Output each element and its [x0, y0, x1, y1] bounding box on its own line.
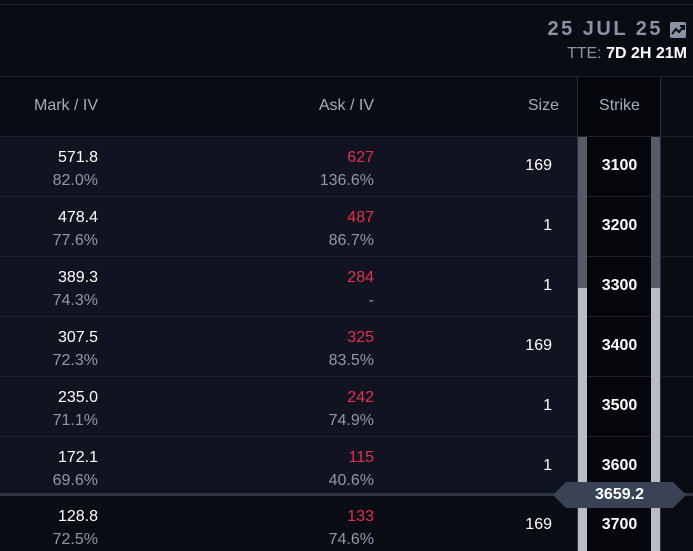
ask-cell[interactable]: 487 86.7%: [329, 206, 374, 252]
row-background: [0, 437, 577, 496]
ask-cell[interactable]: 627 136.6%: [320, 146, 374, 192]
strike-cell: 3600: [601, 457, 638, 474]
tte-value: 7D 2H 21M: [606, 45, 687, 62]
mark-iv: 82.0%: [52, 172, 98, 189]
mark-iv: 72.5%: [52, 531, 98, 548]
mark-price: 235.0: [57, 389, 98, 406]
mark-iv: 69.6%: [52, 472, 98, 489]
ask-iv: 74.9%: [328, 412, 374, 429]
depth-bar-left: [578, 288, 587, 493]
ask-price: 487: [347, 209, 374, 226]
mark-price: 172.1: [57, 449, 98, 466]
ask-iv: -: [368, 292, 374, 309]
header-divider: [0, 76, 693, 77]
index-price-tag: 3659.2: [553, 482, 686, 508]
top-divider: [0, 4, 693, 5]
size-cell[interactable]: 1: [543, 457, 552, 474]
index-price: 3659.2: [595, 486, 644, 503]
ask-cell[interactable]: 284 -: [347, 266, 374, 312]
mark-iv: 74.3%: [52, 292, 98, 309]
mark-price: 478.4: [57, 209, 98, 226]
ask-iv: 86.7%: [328, 232, 374, 249]
depth-bar-left: [578, 508, 587, 551]
strike-cell: 3100: [601, 157, 638, 174]
size-cell[interactable]: 169: [525, 516, 552, 533]
row-background: [0, 137, 577, 196]
strike-column-background: [578, 77, 661, 551]
mark-price: 389.3: [57, 269, 98, 286]
tte-label: TTE:: [566, 45, 602, 62]
table-row[interactable]: 172.1 69.6% 115 40.6% 1 3600: [0, 436, 693, 496]
ask-cell[interactable]: 325 83.5%: [329, 326, 374, 372]
mark-iv: 71.1%: [52, 412, 98, 429]
mark-cell[interactable]: 478.4 77.6%: [53, 206, 98, 252]
table-row[interactable]: 389.3 74.3% 284 - 1 3300: [0, 256, 693, 316]
ask-iv: 83.5%: [328, 352, 374, 369]
table-row[interactable]: 128.8 72.5% 133 74.6% 169 3700: [0, 496, 693, 551]
index-price-line: [0, 493, 693, 496]
time-to-expiry: TTE: 7D 2H 21M: [547, 45, 687, 63]
mark-iv: 77.6%: [52, 232, 98, 249]
size-cell[interactable]: 1: [543, 397, 552, 414]
strike-cell: 3200: [601, 217, 638, 234]
strike-cell: 3400: [601, 337, 638, 354]
table-row[interactable]: 235.0 71.1% 242 74.9% 1 3500: [0, 376, 693, 436]
chart-trend-icon[interactable]: [669, 21, 687, 39]
mark-cell[interactable]: 571.8 82.0%: [53, 146, 98, 192]
header-size[interactable]: Size: [527, 97, 559, 114]
table-row[interactable]: 307.5 72.3% 325 83.5% 169 3400: [0, 316, 693, 376]
depth-bar-right: [651, 508, 660, 551]
depth-bar-right: [651, 137, 660, 288]
row-background: [0, 257, 577, 316]
header-ask-iv[interactable]: Ask / IV: [318, 97, 374, 114]
ask-cell[interactable]: 115 40.6%: [329, 446, 374, 492]
depth-bar-right: [651, 288, 660, 493]
expiry-header: 25 JUL 25 TTE: 7D 2H 21M: [547, 18, 687, 63]
row-background: [0, 377, 577, 436]
ask-iv: 40.6%: [328, 472, 374, 489]
strike-cell: 3500: [601, 397, 638, 414]
strike-column-border-right: [660, 77, 661, 551]
ask-price: 115: [348, 449, 374, 466]
mark-price: 307.5: [57, 329, 98, 346]
strike-cell: 3300: [601, 277, 638, 294]
strike-column-border-left: [577, 77, 578, 551]
ask-price: 133: [347, 508, 374, 525]
ask-iv: 74.6%: [328, 531, 374, 548]
table-row[interactable]: 478.4 77.6% 487 86.7% 1 3200: [0, 196, 693, 256]
header-mark-iv[interactable]: Mark / IV: [33, 97, 98, 114]
mark-cell[interactable]: 128.8 72.5%: [53, 505, 98, 551]
size-cell[interactable]: 1: [543, 217, 552, 234]
row-background: [0, 496, 577, 551]
row-background: [0, 197, 577, 256]
table-row[interactable]: 571.8 82.0% 627 136.6% 169 3100: [0, 136, 693, 196]
ask-cell[interactable]: 133 74.6%: [329, 505, 374, 551]
mark-price: 571.8: [57, 149, 98, 166]
mark-cell[interactable]: 307.5 72.3%: [53, 326, 98, 372]
header-strike[interactable]: Strike: [599, 97, 640, 114]
row-background: [0, 317, 577, 376]
ask-cell[interactable]: 242 74.9%: [329, 386, 374, 432]
size-cell[interactable]: 169: [525, 337, 552, 354]
mark-price: 128.8: [57, 508, 98, 525]
ask-iv: 136.6%: [319, 172, 374, 189]
ask-price: 284: [347, 269, 374, 286]
mark-cell[interactable]: 389.3 74.3%: [53, 266, 98, 312]
size-cell[interactable]: 169: [525, 157, 552, 174]
mark-iv: 72.3%: [52, 352, 98, 369]
ask-price: 627: [347, 149, 374, 166]
mark-cell[interactable]: 235.0 71.1%: [53, 386, 98, 432]
column-headers: Mark / IV Ask / IV Size Strike: [0, 77, 693, 137]
ask-price: 325: [347, 329, 374, 346]
mark-cell[interactable]: 172.1 69.6%: [53, 446, 98, 492]
strike-cell: 3700: [601, 516, 638, 533]
ask-price: 242: [347, 389, 374, 406]
expiry-date: 25 JUL 25: [547, 18, 663, 40]
depth-bar-left: [578, 137, 587, 288]
size-cell[interactable]: 1: [543, 277, 552, 294]
